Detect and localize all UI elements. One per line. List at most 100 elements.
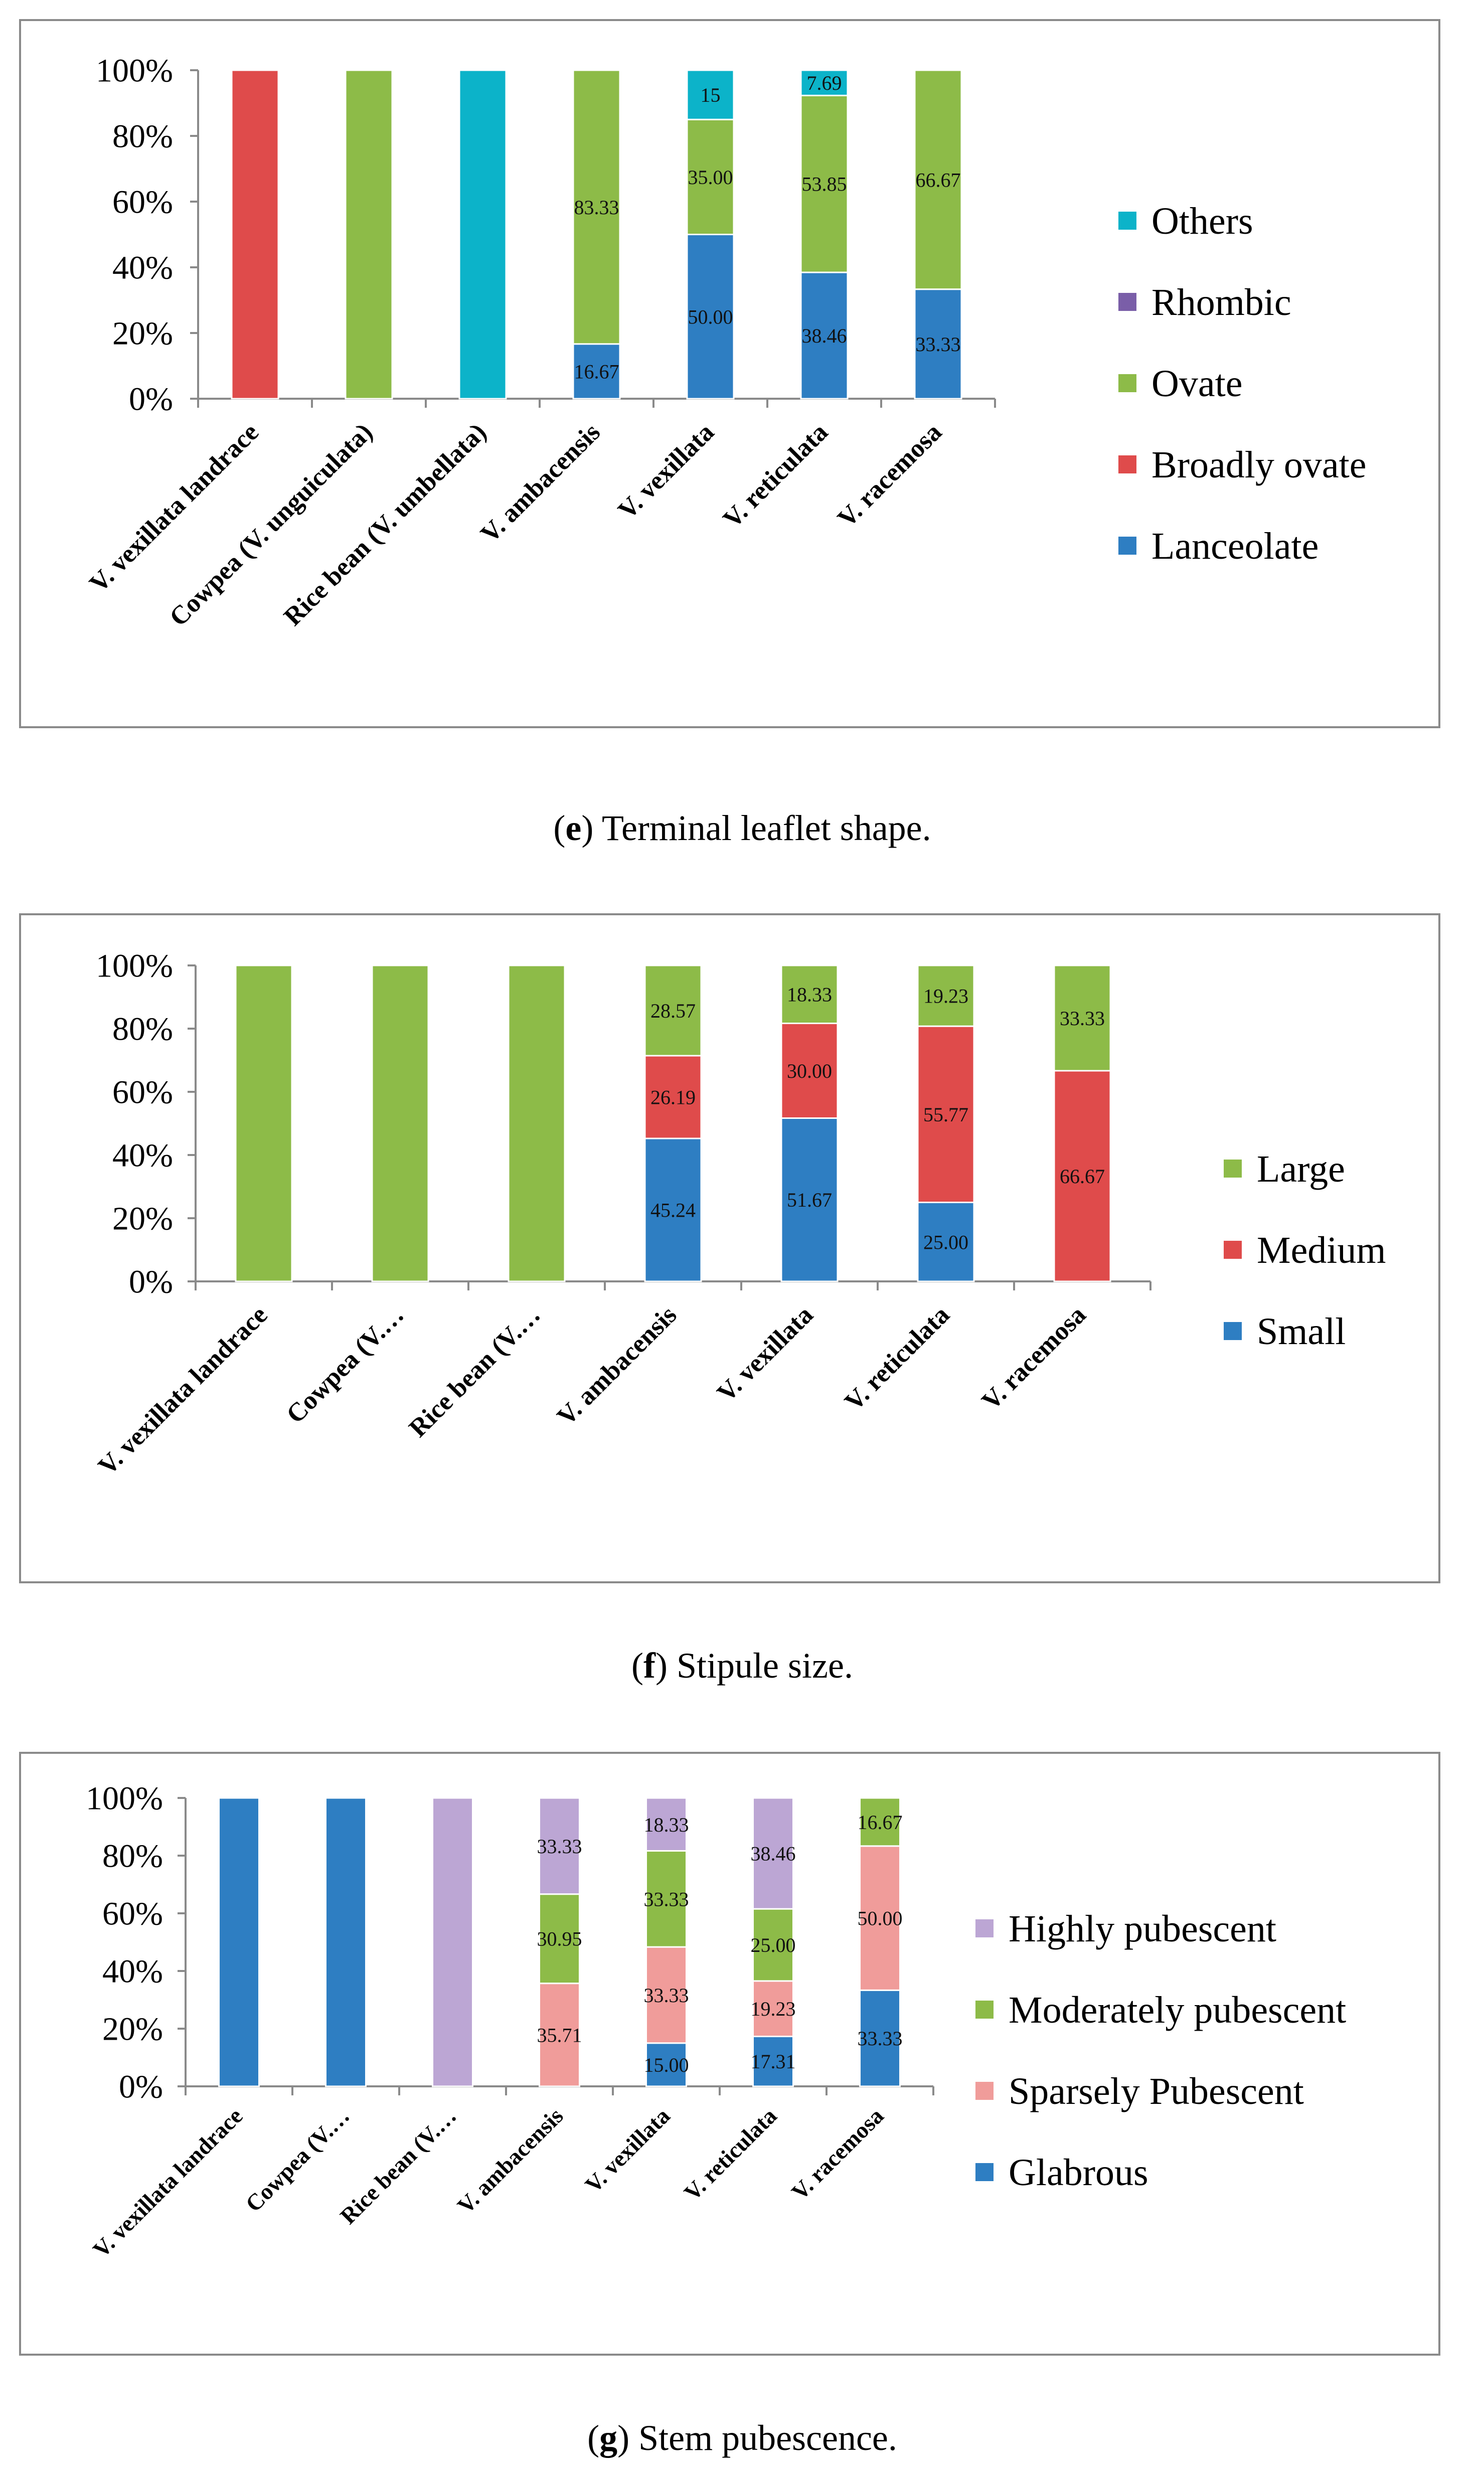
bar-segment: [917, 1202, 975, 1282]
legend-label: Medium: [1257, 1229, 1386, 1271]
bar-segment: [917, 1025, 975, 1204]
data-label: 66.67: [916, 169, 961, 191]
data-label: 55.77: [923, 1103, 968, 1126]
bar-segment: [218, 1797, 260, 2087]
bar-segment: [325, 1797, 367, 2087]
y-tick-label: 40%: [102, 1953, 163, 1990]
data-label: 33.33: [1060, 1007, 1105, 1030]
bar-segment: [231, 69, 279, 400]
legend-swatch: [1224, 1160, 1242, 1178]
data-label: 66.67: [1060, 1165, 1105, 1188]
bar-segment: [859, 1845, 901, 1991]
legend-swatch: [975, 2082, 994, 2100]
data-label: 33.33: [916, 333, 961, 356]
bar-segment: [914, 288, 962, 400]
data-label: 28.57: [650, 1000, 696, 1022]
data-label: 53.85: [802, 173, 847, 196]
bar-segment: [752, 1797, 794, 1910]
bar-segment: [1053, 1070, 1111, 1282]
y-tick-label: 100%: [86, 1780, 163, 1817]
legend-swatch: [1118, 455, 1136, 473]
figure-caption: (g) Stem pubescence.: [587, 2418, 897, 2458]
bar-segment: [539, 1983, 580, 2087]
legend-label: Glabrous: [1009, 2152, 1148, 2194]
legend-swatch: [1118, 293, 1136, 311]
y-tick-label: 100%: [96, 947, 173, 984]
bar-segment: [458, 69, 507, 400]
y-tick-label: 40%: [112, 1137, 173, 1174]
data-label: 83.33: [574, 196, 619, 219]
bar-segment: [572, 69, 621, 345]
y-tick-label: 80%: [112, 118, 173, 154]
y-tick-label: 20%: [112, 315, 173, 352]
bar-segment: [752, 1908, 794, 1982]
data-label: 38.46: [751, 1843, 796, 1865]
bar-segment: [645, 2042, 687, 2087]
y-tick-label: 80%: [112, 1011, 173, 1047]
legend-label: Lanceolate: [1151, 525, 1318, 567]
legend-label: Moderately pubescent: [1009, 1989, 1346, 2031]
data-label: 16.67: [858, 1811, 903, 1834]
chart-e: 0% 20% 40% 60% 80% 100% 16.67 83.33 50.00 35.00 15…: [19, 19, 1440, 848]
legend-swatch: [975, 2001, 994, 2019]
bar-segment: [752, 1980, 794, 2037]
data-label: 51.67: [787, 1189, 832, 1211]
data-label: 33.33: [644, 1888, 689, 1910]
bar-segment: [508, 964, 566, 1282]
legend-swatch: [1224, 1241, 1242, 1259]
legend-label: Small: [1257, 1310, 1346, 1353]
legend-swatch: [975, 1919, 994, 1937]
y-tick-label: 0%: [129, 1263, 173, 1300]
bar-segment: [752, 2035, 794, 2087]
y-tick-label: 100%: [96, 52, 173, 89]
bar-segment: [917, 964, 975, 1027]
chart-f: 0% 20% 40% 60% 80% 100% 45.24 26.19 28.57 51.67 30…: [19, 913, 1440, 1686]
y-tick-label: 60%: [102, 1895, 163, 1932]
bar-segment: [645, 1946, 687, 2044]
bar-segment: [800, 69, 849, 96]
bar-segment: [686, 118, 735, 235]
legend-swatch: [975, 2163, 994, 2181]
figure-caption: (e) Terminal leaflet shape.: [553, 808, 931, 848]
y-tick-label: 20%: [112, 1200, 173, 1237]
data-label: 35.71: [537, 2024, 582, 2046]
data-label: 16.67: [574, 360, 619, 383]
bar-segment: [800, 94, 849, 273]
y-tick-label: 40%: [112, 249, 173, 286]
legend-swatch: [1118, 374, 1136, 392]
data-label: 30.00: [787, 1060, 832, 1082]
bar-segment: [914, 69, 962, 290]
data-label: 7.69: [807, 72, 842, 94]
data-label: 33.33: [858, 2027, 903, 2050]
bar-segment: [780, 1117, 839, 1282]
data-label: 26.19: [650, 1086, 696, 1108]
legend-label: Highly pubescent: [1009, 1908, 1276, 1950]
y-tick-label: 60%: [112, 184, 173, 220]
bar-segment: [645, 1850, 687, 1948]
bar-segment: [371, 964, 429, 1282]
figure-caption: (f) Stipule size.: [631, 1645, 853, 1686]
data-label: 45.24: [650, 1199, 696, 1221]
bar-segment: [432, 1797, 473, 2087]
data-label: 33.33: [537, 1835, 582, 1858]
legend-label: Others: [1151, 200, 1253, 242]
data-label: 18.33: [644, 1814, 689, 1836]
legend-swatch: [1224, 1322, 1242, 1340]
data-label: 17.31: [751, 2050, 796, 2073]
bar-segment: [1053, 964, 1111, 1072]
data-label: 30.95: [537, 1928, 582, 1950]
bar-segment: [235, 964, 293, 1282]
data-label: 25.00: [751, 1934, 796, 1956]
bar-segment: [780, 964, 839, 1024]
data-label: 33.33: [644, 1984, 689, 2007]
data-label: 25.00: [923, 1231, 968, 1253]
legend-label: Sparsely Pubescent: [1009, 2070, 1304, 2112]
legend-label: Ovate: [1151, 363, 1242, 405]
y-tick-label: 60%: [112, 1074, 173, 1110]
bar-segment: [644, 964, 702, 1057]
legend-label: Rhombic: [1151, 281, 1291, 323]
data-label: 38.46: [802, 324, 847, 347]
chart-g: 0% 20% 40% 60% 80% 100% 35.71 30.95 33.33 15.00 33…: [19, 1752, 1440, 2458]
